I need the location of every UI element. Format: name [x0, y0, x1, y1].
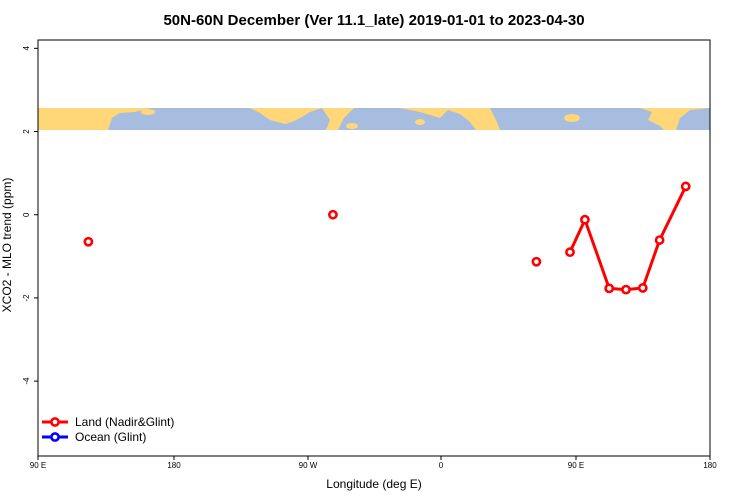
legend-marker	[50, 432, 60, 442]
y-tick-label: 4	[22, 46, 31, 51]
map-island	[346, 123, 358, 129]
legend-label: Ocean (Glint)	[75, 430, 146, 444]
data-point	[531, 256, 542, 267]
series-line-segment	[568, 218, 587, 254]
x-tick-label: 90 E	[568, 461, 584, 470]
map-island	[141, 109, 155, 115]
legend-label: Land (Nadir&Glint)	[75, 415, 174, 429]
legend: Land (Nadir&Glint)Ocean (Glint)	[42, 415, 174, 444]
world-map-strip	[38, 108, 710, 130]
map-island	[564, 114, 580, 122]
y-tick-label: -4	[22, 377, 31, 385]
y-tick-label: -2	[22, 294, 31, 302]
data-point	[604, 283, 615, 294]
data-point	[328, 209, 338, 220]
data-point	[621, 284, 631, 295]
legend-marker	[50, 417, 60, 427]
data-point	[680, 181, 691, 192]
chart-marks	[83, 181, 691, 295]
x-axis-label: Longitude (deg E)	[326, 477, 421, 491]
data-point	[580, 214, 590, 225]
x-tick-label: 90 E	[30, 461, 46, 470]
x-tick-label: 0	[439, 461, 444, 470]
plot-frame	[37, 39, 711, 457]
series-line-segment	[583, 218, 611, 290]
x-tick-label: 180	[703, 461, 717, 470]
data-point	[83, 236, 94, 247]
data-point	[637, 283, 648, 293]
y-tick-label: 2	[22, 129, 31, 134]
y-tick-label: 0	[22, 212, 31, 217]
data-point	[654, 235, 665, 245]
map-strip-oceans	[108, 108, 710, 130]
map-strip-islands	[141, 109, 580, 129]
x-tick-label: 180	[167, 461, 181, 470]
y-axis: 4 2 0 -2 -4	[22, 46, 38, 385]
x-axis: 90 E 180 90 W 0 90 E 180	[30, 456, 717, 470]
map-ocean-shape	[108, 108, 330, 130]
y-axis-label: XCO2 - MLO trend (ppm)	[0, 178, 14, 313]
map-ocean-shape	[676, 108, 710, 130]
x-tick-label: 90 W	[299, 461, 318, 470]
series-line-segment	[658, 184, 688, 242]
map-ocean-shape	[338, 108, 476, 130]
map-island	[415, 119, 425, 125]
data-point	[565, 247, 575, 258]
chart-title: 50N-60N December (Ver 11.1_late) 2019-01…	[163, 12, 584, 29]
series-line-segment	[641, 238, 662, 290]
